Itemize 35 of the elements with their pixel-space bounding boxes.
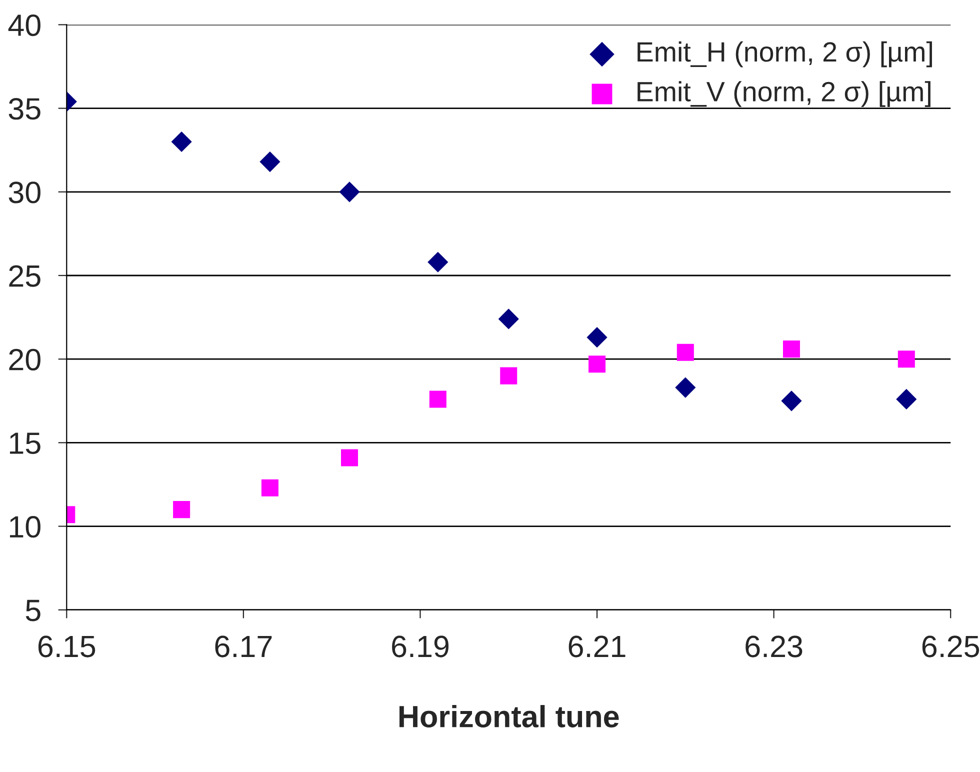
point bbox=[341, 449, 358, 466]
point bbox=[339, 182, 360, 202]
y-tick-label: 20 bbox=[9, 348, 40, 370]
x-axis-title: Horizontal tune bbox=[399, 705, 619, 728]
point bbox=[675, 377, 696, 398]
x-tick-label: 6.23 bbox=[746, 636, 802, 658]
x-tick-label: 6.19 bbox=[392, 636, 449, 658]
point bbox=[260, 152, 280, 172]
legend-label: Emit_H (norm, 2 σ) [µm] bbox=[638, 41, 932, 68]
legend-label: Emit_V (norm, 2 σ) [µm] bbox=[638, 81, 930, 108]
point bbox=[500, 367, 518, 384]
point bbox=[782, 340, 800, 358]
y-tick-label: 15 bbox=[10, 432, 40, 454]
point bbox=[498, 308, 519, 330]
point bbox=[261, 479, 278, 496]
y-tick-label: 30 bbox=[8, 182, 40, 204]
point bbox=[428, 252, 448, 272]
point bbox=[676, 344, 694, 361]
point bbox=[586, 327, 608, 348]
point bbox=[429, 390, 446, 408]
x-tick-label: 6.25 bbox=[922, 636, 980, 658]
point bbox=[898, 350, 915, 368]
y-tick-label: 35 bbox=[8, 98, 40, 120]
point bbox=[171, 131, 192, 152]
x-tick-label: 6.17 bbox=[215, 636, 272, 658]
x-tick-label: 6.21 bbox=[568, 636, 626, 658]
y-tick-label: 40 bbox=[8, 14, 40, 36]
y-tick-label: 10 bbox=[10, 516, 40, 538]
point bbox=[588, 356, 606, 373]
y-tick-label: 25 bbox=[9, 265, 40, 287]
point bbox=[173, 501, 190, 518]
y-tick-label: 5 bbox=[26, 600, 40, 622]
point bbox=[896, 388, 917, 410]
point bbox=[781, 390, 802, 412]
x-tick-label: 6.15 bbox=[38, 636, 96, 658]
